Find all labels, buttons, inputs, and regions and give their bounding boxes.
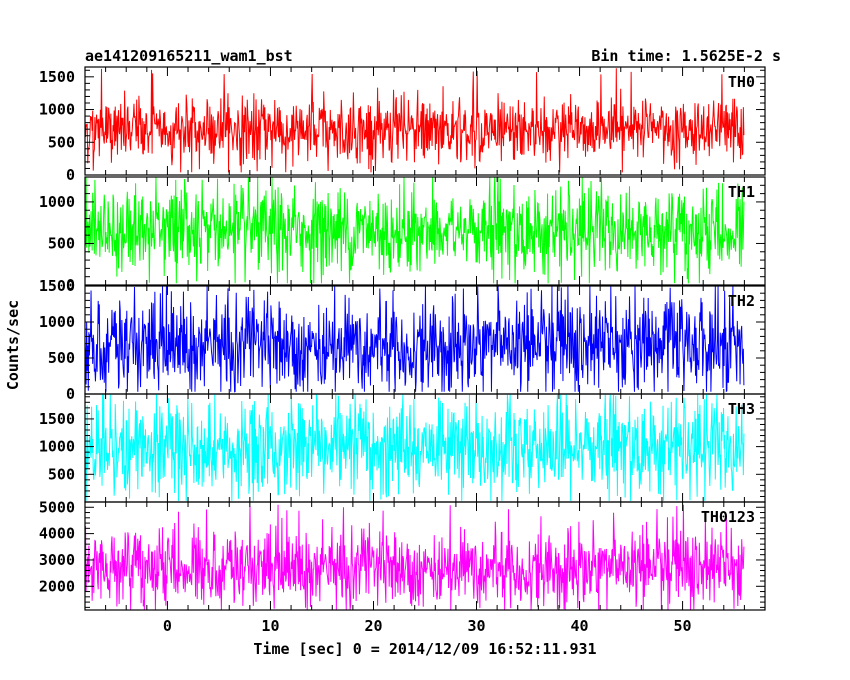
- y-tick-label: 1500: [39, 410, 75, 428]
- y-tick-label: 500: [48, 349, 75, 367]
- y-tick-label: 5000: [39, 498, 75, 516]
- y-tick-label: 2000: [39, 577, 75, 595]
- y-tick-label: 1500: [39, 68, 75, 86]
- series-line-th1: [84, 177, 745, 284]
- y-tick-label: 1000: [39, 438, 75, 456]
- y-tick-label: 4000: [39, 525, 75, 543]
- panel-th0123: 2000 3000 4000 5000 TH0123: [39, 498, 766, 611]
- y-tick-label: 0: [66, 166, 75, 184]
- series-line-th0: [84, 68, 745, 173]
- panel-label-th1: TH1: [728, 183, 755, 201]
- panels-group: 0 500 1000 1500 TH0 0 500 1000 TH1 0 500 1000 1500 TH…: [39, 66, 766, 611]
- y-tick-label: 500: [48, 234, 75, 252]
- panel-th0: 0 500 1000 1500 TH0: [39, 66, 766, 184]
- panel-th1: 0 500 1000 TH1: [39, 176, 766, 294]
- y-tick-label: 1000: [39, 313, 75, 331]
- panel-frame: [84, 501, 766, 611]
- y-tick-label: 1000: [39, 101, 75, 119]
- y-tick-label: 1500: [39, 277, 75, 295]
- x-tick-label: 40: [571, 617, 589, 635]
- panel-frame: [84, 176, 766, 286]
- x-tick-label: 50: [674, 617, 692, 635]
- panel-label-th0123: TH0123: [701, 508, 755, 526]
- x-tick-label: 0: [163, 617, 172, 635]
- y-tick-label: 0: [66, 385, 75, 403]
- x-axis: 0 10 20 30 40 50: [163, 617, 692, 635]
- series-line-th2: [84, 286, 745, 393]
- y-tick-label: 1000: [39, 193, 75, 211]
- y-tick-label: 0: [66, 276, 75, 294]
- y-tick-label: 500: [48, 133, 75, 151]
- y-tick-label: 3000: [39, 551, 75, 569]
- y-axis-label: Counts/sec: [4, 300, 22, 390]
- panel-th3: 500 1000 1500 TH3: [39, 393, 766, 503]
- x-tick-label: 20: [364, 617, 382, 635]
- chart-title: ae141209165211_wam1_bst: [85, 47, 293, 65]
- panel-label-th0: TH0: [728, 73, 755, 91]
- panel-label-th3: TH3: [728, 400, 755, 418]
- bin-time-label: Bin time: 1.5625E-2 s: [591, 47, 781, 65]
- panel-label-th2: TH2: [728, 292, 755, 310]
- x-tick-label: 10: [261, 617, 279, 635]
- y-tick-label: 500: [48, 465, 75, 483]
- x-tick-label: 30: [467, 617, 485, 635]
- panel-th2: 0 500 1000 1500 TH2: [39, 277, 766, 403]
- x-axis-label: Time [sec] 0 = 2014/12/09 16:52:11.931: [253, 640, 596, 658]
- series-line-th0123: [84, 504, 745, 610]
- panel-frame: [84, 66, 766, 176]
- series-line-th3: [84, 394, 745, 501]
